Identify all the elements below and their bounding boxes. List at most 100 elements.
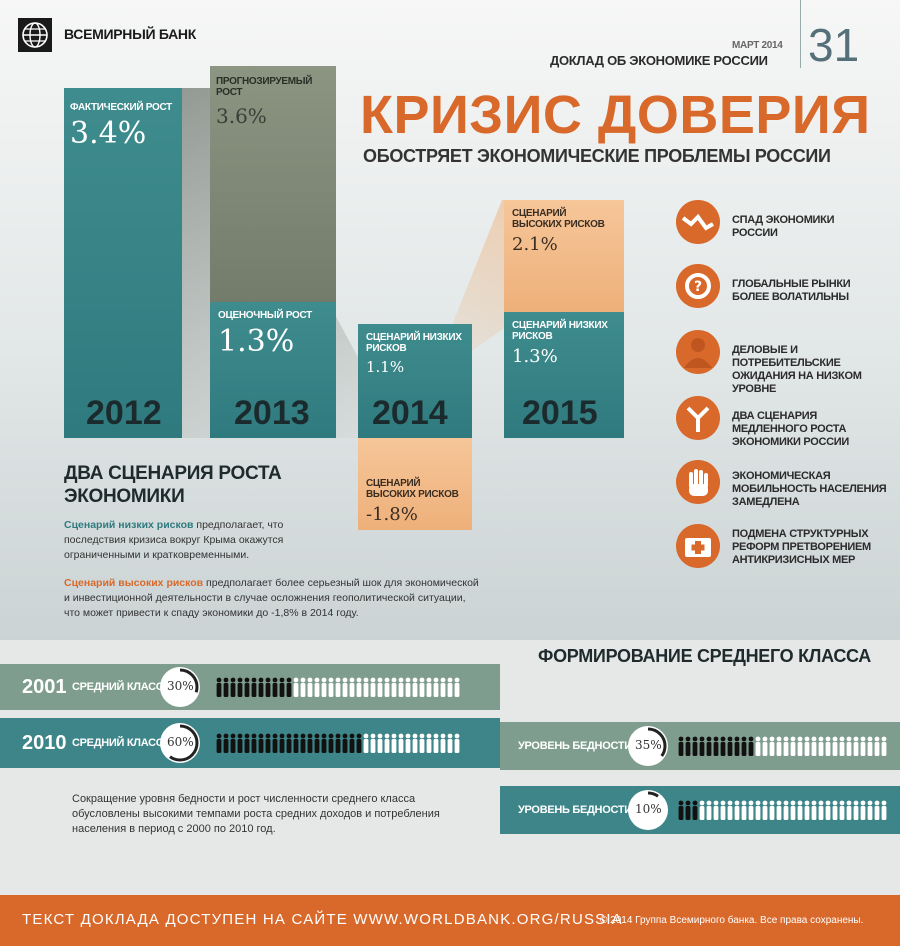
band-year-2010: 2010 [22, 732, 67, 754]
year-2014: 2014 [372, 394, 448, 432]
person-icon [258, 677, 264, 697]
scenario-high-paragraph: Сценарий высоких рисков предполагает бол… [64, 576, 484, 621]
scenarios-title: ДВА СЦЕНАРИЯ РОСТА ЭКОНОМИКИ [64, 463, 282, 507]
high-2015-label: СЦЕНАРИЙ ВЫСОКИХ РИСКОВ [512, 208, 605, 230]
person-icon [342, 677, 348, 697]
estimated-growth-label: ОЦЕНОЧНЫЙ РОСТ [218, 310, 312, 321]
footer-link[interactable]: ТЕКСТ ДОКЛАДА ДОСТУПЕН НА САЙТЕ WWW.WORL… [22, 911, 623, 928]
issue-label: ГЛОБАЛЬНЫЕ РЫНКИ БОЛЕЕ ВОЛАТИЛЬНЫ [732, 278, 851, 303]
scenario-high-name: Сценарий высоких рисков [64, 577, 204, 589]
person-icon [300, 733, 306, 753]
person-icon [272, 677, 278, 697]
band-poverty-2010: УРОВЕНЬ БЕДНОСТИ 10% [500, 786, 900, 834]
person-icon [286, 733, 292, 753]
person-icon [741, 736, 747, 756]
person-icon [265, 677, 271, 697]
issue-item: СПАД ЭКОНОМИКИ РОССИИ [676, 200, 834, 249]
person-icon [244, 677, 250, 697]
person-icon [342, 733, 348, 753]
person-icon [727, 736, 733, 756]
person-icon [867, 800, 873, 820]
low-2015-label: СЦЕНАРИЙ НИЗКИХ РИСКОВ [512, 320, 608, 342]
person-icon [321, 677, 327, 697]
report-date: МАРТ 2014 [732, 40, 783, 51]
person-icon [881, 736, 887, 756]
person-icon [265, 733, 271, 753]
poverty-value-2010: 10% [635, 802, 662, 816]
middle-class-title: ФОРМИРОВАНИЕ СРЕДНЕГО КЛАССА [538, 646, 872, 666]
person-icon [440, 677, 446, 697]
person-icon [328, 677, 334, 697]
issue-item: ? ГЛОБАЛЬНЫЕ РЫНКИ БОЛЕЕ ВОЛАТИЛЬНЫ [676, 264, 851, 313]
issue-item: ДВА СЦЕНАРИЯ МЕДЛЕННОГО РОСТА ЭКОНОМИКИ … [676, 396, 849, 448]
person-icon [874, 736, 880, 756]
footer-bar [0, 895, 900, 946]
person-icon [790, 800, 796, 820]
person-icon [762, 800, 768, 820]
person-icon [363, 733, 369, 753]
person-icon [832, 736, 838, 756]
estimated-growth-value: 1.3% [218, 324, 295, 359]
person-icon [272, 733, 278, 753]
person-icon [755, 800, 761, 820]
block-2013-forecast: ПРОГНОЗИРУЕМЫЙ РОСТ 3.6% [210, 66, 336, 302]
page-subtitle: ОБОСТРЯЕТ ЭКОНОМИЧЕСКИЕ ПРОБЛЕМЫ РОССИИ [363, 146, 831, 166]
person-icon [839, 736, 845, 756]
person-icon [293, 733, 299, 753]
person-icon [426, 733, 432, 753]
person-icon [874, 800, 880, 820]
person-icon [216, 733, 222, 753]
person-icon [419, 677, 425, 697]
share-ring-2001: 30% [160, 667, 200, 707]
band-2010: 2010 СРЕДНИЙ КЛАСС 60% [0, 718, 500, 768]
scenario-low-paragraph: Сценарий низких рисков предполагает, что… [64, 518, 324, 563]
person-icon [832, 800, 838, 820]
scenario-low-name: Сценарий низких рисков [64, 519, 194, 531]
poverty-value-2001: 35% [635, 738, 662, 752]
person-icon [825, 736, 831, 756]
person-icon [867, 736, 873, 756]
person-icon [398, 733, 404, 753]
person-icon [755, 736, 761, 756]
person-icon [216, 677, 222, 697]
downturn-chart-icon [676, 200, 720, 244]
issue-label: ДВА СЦЕНАРИЯ МЕДЛЕННОГО РОСТА ЭКОНОМИКИ … [732, 410, 849, 448]
forecast-growth-label: ПРОГНОЗИРУЕМЫЙ РОСТ [216, 76, 313, 98]
block-2014-high: СЦЕНАРИЙ ВЫСОКИХ РИСКОВ -1.8% [358, 438, 472, 530]
share-arc [629, 791, 667, 829]
poverty-label-2010: УРОВЕНЬ БЕДНОСТИ [518, 804, 632, 816]
person-icon [790, 736, 796, 756]
person-icon [433, 733, 439, 753]
share-value-2001: 30% [167, 679, 194, 693]
actual-growth-label: ФАКТИЧЕСКИЙ РОСТ [70, 102, 172, 113]
person-icon [307, 677, 313, 697]
brand-name: ВСЕМИРНЫЙ БАНК [64, 26, 196, 42]
share-arc [161, 668, 199, 706]
issues-list: СПАД ЭКОНОМИКИ РОССИИ ? ГЛОБАЛЬНЫЕ РЫНКИ… [676, 200, 896, 580]
person-icon [405, 677, 411, 697]
band-label-2010: СРЕДНИЙ КЛАСС [72, 737, 164, 749]
low-2014-value: 1.1% [366, 358, 405, 376]
person-icon [335, 733, 341, 753]
person-icon [230, 733, 236, 753]
person-icon [699, 736, 705, 756]
person-icon [223, 733, 229, 753]
person-icon [279, 733, 285, 753]
share-ring-2010: 60% [160, 723, 200, 763]
person-icon [377, 733, 383, 753]
person-icon [433, 677, 439, 697]
actual-growth-value: 3.4% [70, 116, 147, 151]
person-icon [713, 800, 719, 820]
person-icon [734, 800, 740, 820]
person-icon [776, 736, 782, 756]
share-value-2010: 60% [167, 735, 194, 749]
person-icon [412, 733, 418, 753]
person-icon [293, 677, 299, 697]
high-2014-value: -1.8% [366, 504, 418, 525]
issue-item: ДЕЛОВЫЕ И ПОТРЕБИТЕЛЬСКИЕ ОЖИДАНИЯ НА НИ… [676, 330, 862, 395]
person-icon [349, 733, 355, 753]
person-icon [699, 800, 705, 820]
person-icon [727, 800, 733, 820]
block-2015-high: СЦЕНАРИЙ ВЫСОКИХ РИСКОВ 2.1% [504, 200, 624, 312]
person-icon [405, 733, 411, 753]
